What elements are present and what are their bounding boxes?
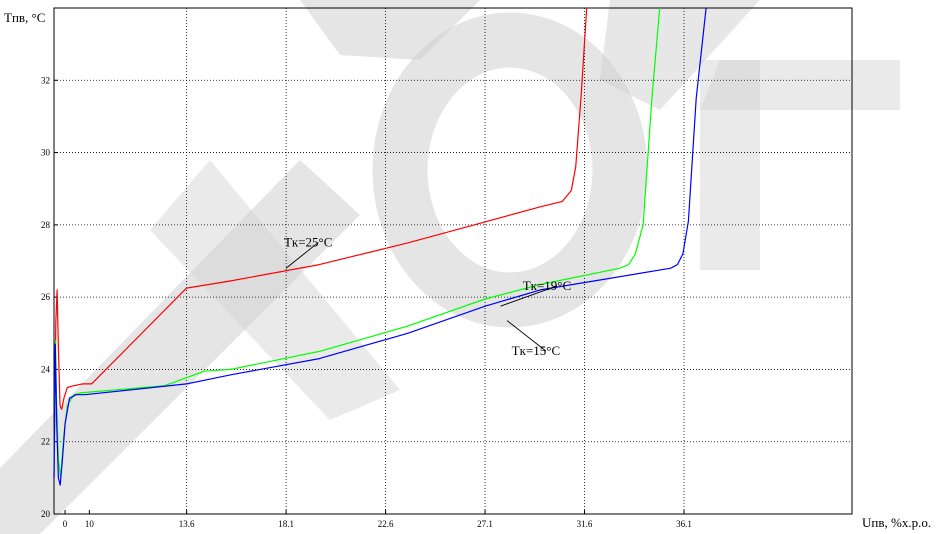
watermark-stroke-6 <box>700 60 760 270</box>
x-tick-label: 10 <box>85 519 95 529</box>
annotation-label-3: Tк=15°С <box>512 343 560 358</box>
series-line-2 <box>53 7 661 479</box>
y-tick-label: 26 <box>41 292 51 302</box>
x-tick-label: 27.1 <box>477 519 493 529</box>
series-line-1 <box>53 7 588 478</box>
y-tick-label: 30 <box>41 148 51 158</box>
y-tick-label: 22 <box>41 437 50 447</box>
annotation-leader-3 <box>506 320 547 352</box>
y-tick-label: 24 <box>41 364 51 374</box>
x-tick-label: 13.6 <box>179 519 195 529</box>
grid <box>54 8 852 515</box>
y-axis-label: Tпв, °С <box>4 10 45 25</box>
annotation-leader-2 <box>500 285 558 307</box>
tick-labels: 20 22 24 26 28 30 32 0 10 13.6 18.1 22.6 27.1 31.6 36.… <box>41 75 692 529</box>
annotation-label-2: Tк=19°С <box>523 278 571 293</box>
x-tick-label: 0 <box>63 519 68 529</box>
watermark-stroke-1 <box>0 160 360 534</box>
watermark <box>0 0 900 534</box>
series-line-3 <box>53 7 707 486</box>
x-tick-label: 31.6 <box>577 519 593 529</box>
annotation-leader-1 <box>285 242 319 269</box>
y-tick-label: 20 <box>41 509 51 519</box>
y-tick-label: 28 <box>41 220 51 230</box>
annotation-label-1: Tк=25°С <box>284 235 332 250</box>
x-tick-label: 36.1 <box>676 519 692 529</box>
watermark-stroke-5 <box>700 60 900 110</box>
watermark-stroke-3 <box>150 160 400 420</box>
x-tick-label: 18.1 <box>278 519 294 529</box>
y-tick-label: 32 <box>41 75 50 85</box>
x-axis-label: Uпв, %х.р.о. <box>862 515 931 530</box>
series-layer <box>53 7 707 486</box>
annotations: Tк=25°С Tк=19°С Tк=15°С <box>284 235 571 358</box>
plot-frame <box>53 7 853 515</box>
watermark-stroke-4 <box>600 0 760 110</box>
x-tick-label: 22.6 <box>378 519 394 529</box>
watermark-ring <box>372 12 648 328</box>
